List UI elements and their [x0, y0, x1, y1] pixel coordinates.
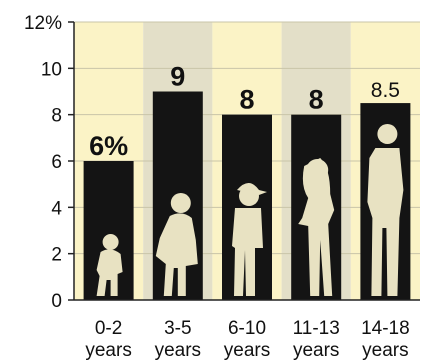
y-tick-label: 12%: [24, 13, 62, 34]
y-tick-label: 8: [51, 106, 62, 127]
toddler-silhouette-icon: [96, 234, 123, 296]
x-tick-label-unit: years: [362, 340, 408, 361]
y-tick-label: 10: [41, 59, 62, 80]
x-tick-label: 3-5: [164, 318, 191, 339]
y-tick-label: 2: [51, 245, 62, 266]
x-tick-label-unit: years: [155, 340, 201, 361]
x-tick-label: 11-13: [293, 318, 340, 339]
x-tick-label: 6-10: [228, 318, 266, 339]
value-label: 8: [309, 85, 324, 115]
x-tick-label: 14-18: [361, 318, 410, 339]
boy-cap-silhouette-icon: [232, 183, 267, 296]
y-tick-label: 0: [51, 291, 62, 312]
x-tick-label-unit: years: [293, 340, 339, 361]
x-tick-label: 0-2: [95, 318, 122, 339]
child-silhouette-icon: [155, 193, 198, 296]
teen-silhouette-icon: [367, 124, 404, 296]
value-label: 6%: [89, 131, 128, 161]
x-tick-label-unit: years: [224, 340, 270, 361]
value-label: 9: [170, 62, 185, 92]
value-label: 8.5: [371, 79, 400, 102]
y-tick-label: 6: [51, 152, 62, 173]
value-label: 8: [239, 85, 254, 115]
y-tick-label: 4: [51, 198, 62, 219]
girl-silhouette-icon: [298, 158, 335, 296]
x-tick-label-unit: years: [85, 340, 131, 361]
